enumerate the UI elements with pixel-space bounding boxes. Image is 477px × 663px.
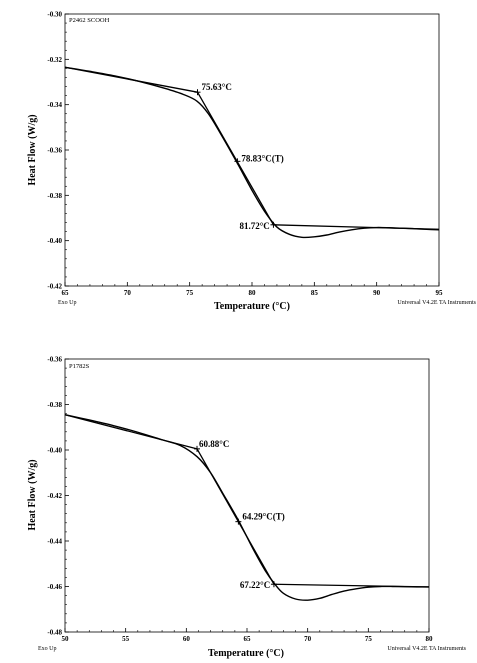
x-tick-label: 65 [62, 289, 70, 297]
x-tick-label: 75 [365, 635, 373, 643]
heat-flow-curve [64, 66, 440, 239]
tangent-lines [64, 66, 440, 230]
y-tick-label: -0.36 [47, 356, 62, 364]
x-tick-label: 55 [122, 635, 130, 643]
y-tick-label: -0.30 [47, 11, 62, 19]
annotation-label: 64.29°C(T) [242, 512, 284, 522]
footer-exo-up: Exo Up [58, 300, 77, 306]
annotation-label: 67.22°C [240, 580, 270, 590]
footer-instrument: Universal V4.2E TA Instruments [397, 300, 476, 306]
x-tick-label: 60 [183, 635, 191, 643]
y-axis-label: Heat Flow (W/g) [27, 459, 38, 530]
footer-instrument: Universal V4.2E TA Instruments [387, 646, 466, 652]
footer-exo-up: Exo Up [38, 646, 57, 652]
chart-p1782s: P1782S Heat Flow (W/g) Temperature (°C) … [27, 356, 467, 660]
x-tick-label: 75 [186, 289, 194, 297]
x-tick-label: 70 [304, 635, 312, 643]
y-tick-label: -0.46 [47, 583, 62, 591]
y-tick-label: -0.38 [47, 192, 62, 200]
y-tick-label: -0.32 [47, 56, 62, 64]
plot-frame [64, 358, 430, 633]
y-tick-label: -0.40 [47, 237, 62, 245]
y-axis-label: Heat Flow (W/g) [27, 114, 38, 185]
annotation-label: 75.63°C [202, 82, 232, 92]
x-tick-label: 50 [62, 635, 70, 643]
annotations: 60.88°C 64.29°C(T) 67.22°C [194, 439, 285, 590]
x-tick-label: 80 [426, 635, 434, 643]
y-tick-label: -0.44 [47, 538, 62, 546]
y-tick-label: -0.38 [47, 401, 62, 409]
x-tick-label: 80 [249, 289, 257, 297]
plot-frame [64, 13, 440, 287]
y-tick-label: -0.42 [47, 283, 62, 291]
y-tick-label: -0.42 [47, 492, 62, 500]
heat-flow-line [64, 414, 430, 601]
y-tick-label: -0.40 [47, 447, 62, 455]
sample-label: P2462 SCOOH [69, 17, 110, 24]
x-axis-label: Temperature (°C) [214, 301, 290, 312]
y-tick-label: -0.34 [47, 101, 62, 109]
tangent-lines [64, 414, 430, 588]
annotation-label: 78.83°C(T) [241, 153, 283, 163]
x-tick-label: 70 [124, 289, 132, 297]
annotation-label: 60.88°C [199, 439, 229, 449]
sample-label: P1782S [69, 363, 90, 370]
x-tick-label: 95 [436, 289, 444, 297]
chart-p2462-scooh: P2462 SCOOH Heat Flow (W/g) Temperature … [27, 11, 477, 313]
x-tick-label: 65 [244, 635, 252, 643]
y-tick-label: -0.36 [47, 147, 62, 155]
axis-ticks: 65 70 75 80 85 90 95 -0.30 -0.32 -0.34 -0.36 -0.38 -… [47, 11, 443, 298]
heat-flow-line [64, 66, 440, 239]
x-tick-label: 90 [373, 289, 381, 297]
annotations: 75.63°C 78.83°C(T) 81.72°C [194, 82, 284, 231]
x-tick-label: 85 [311, 289, 319, 297]
annotation-label: 81.72°C [239, 221, 269, 231]
y-tick-label: -0.48 [47, 629, 62, 637]
heat-flow-curve [64, 414, 430, 601]
x-axis-label: Temperature (°C) [208, 648, 284, 659]
axis-ticks: 50 55 60 65 70 75 80 -0.36 -0.38 -0.40 -0.42 -0.44 -… [47, 356, 433, 644]
